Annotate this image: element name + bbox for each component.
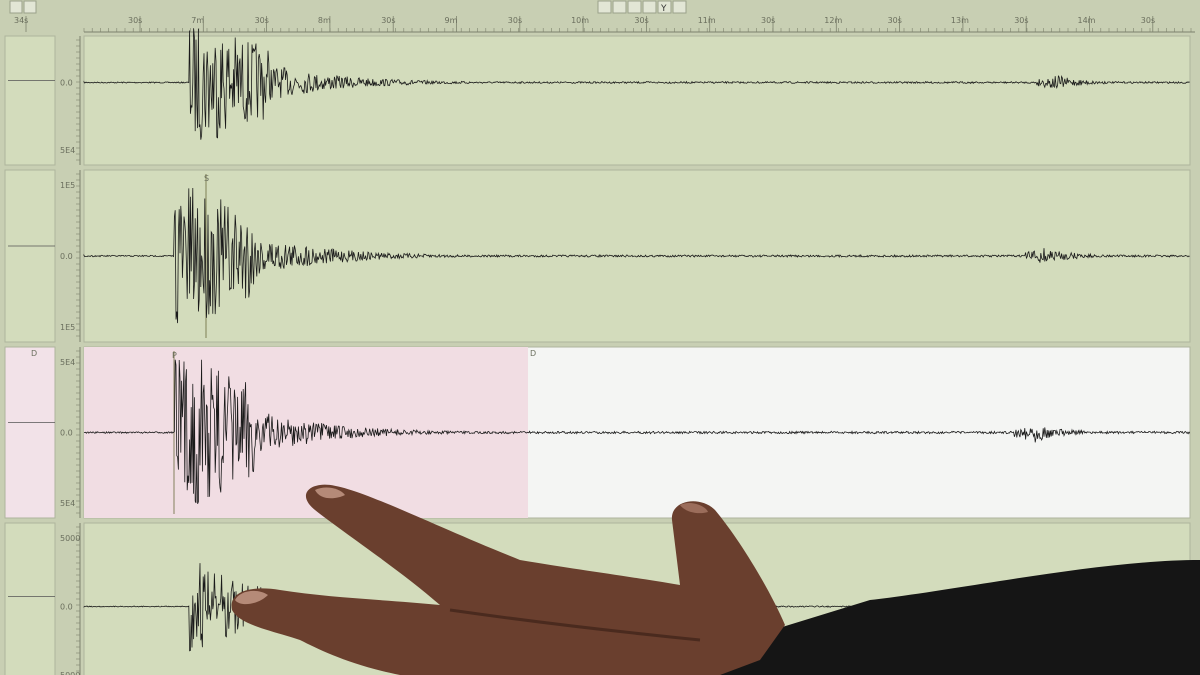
time-tick-label: 30s (1014, 16, 1028, 25)
minus-icon[interactable] (672, 0, 687, 14)
waveform-icon[interactable] (9, 0, 23, 14)
time-tick-label: 13m (951, 16, 969, 25)
time-tick-label: 30s (761, 16, 775, 25)
time-axis: 34s 30s 7m 30s 8m 30s 9m 30s 10m 30s 11m 30s 12m 30s 1… (14, 16, 1195, 33)
seismic-waveform (83, 359, 1190, 504)
channel-thumb[interactable] (4, 346, 56, 519)
svg-text:Y: Y (660, 4, 667, 14)
toolbar: Y (9, 0, 687, 14)
bottom-label: 5E4 (60, 499, 75, 508)
seismic-waveform (83, 187, 1190, 324)
top-label: 5E4 (60, 358, 75, 367)
time-tick-label: 30s (888, 16, 902, 25)
time-tick-label: 8m (318, 16, 331, 25)
time-tick-label: 30s (1141, 16, 1155, 25)
zero-label: 0.0 (60, 252, 73, 261)
time-tick-label: 14m (1078, 16, 1096, 25)
bottom-label: 5E4 (60, 146, 75, 155)
time-tick-label: 30s (381, 16, 395, 25)
side-marker: D (31, 349, 37, 358)
time-tick-label: 34s (14, 16, 28, 25)
phase-marker: P (172, 351, 177, 360)
y-scale-icon[interactable]: Y (657, 0, 672, 14)
top-label: 1E5 (60, 181, 75, 190)
trace-panel-1[interactable]: 0.0 5E4 (4, 28, 1191, 166)
time-tick-label: 10m (571, 16, 589, 25)
zero-label: 0.0 (60, 603, 73, 612)
phase-marker: S (204, 174, 209, 183)
zero-label: 0.0 (60, 429, 73, 438)
bottom-label: 1E5 (60, 323, 75, 332)
bottom-label: 5000 (60, 671, 80, 675)
grid-icon[interactable] (642, 0, 657, 14)
window-marker: D (530, 349, 536, 358)
filter-icon[interactable] (627, 0, 642, 14)
hand-photo (231, 484, 1200, 675)
channel-thumb[interactable] (4, 169, 56, 343)
hand (231, 484, 786, 675)
time-tick-label: 12m (824, 16, 842, 25)
trace-panel-2[interactable]: 1E5 0.0 1E5 S (4, 169, 1191, 343)
time-tick-label: 7m (191, 16, 204, 25)
seismic-waveform (83, 28, 1190, 140)
sleeve (720, 560, 1200, 675)
top-label: 5000 (60, 534, 80, 543)
time-tick-label: 30s (508, 16, 522, 25)
channel-thumb[interactable] (4, 522, 56, 675)
pick-icon[interactable] (23, 0, 37, 14)
time-tick-label: 9m (445, 16, 458, 25)
time-tick-label: 30s (255, 16, 269, 25)
zero-label: 0.0 (60, 79, 73, 88)
time-tick-label: 30s (634, 16, 648, 25)
time-tick-label: 11m (698, 16, 716, 25)
channel-thumb[interactable] (4, 35, 56, 166)
pick-icon[interactable] (612, 0, 627, 14)
trace-panel-3[interactable]: 5E4 0.0 5E4 D D P (4, 346, 1191, 519)
waveform-icon[interactable] (597, 0, 612, 14)
time-tick-label: 30s (128, 16, 142, 25)
